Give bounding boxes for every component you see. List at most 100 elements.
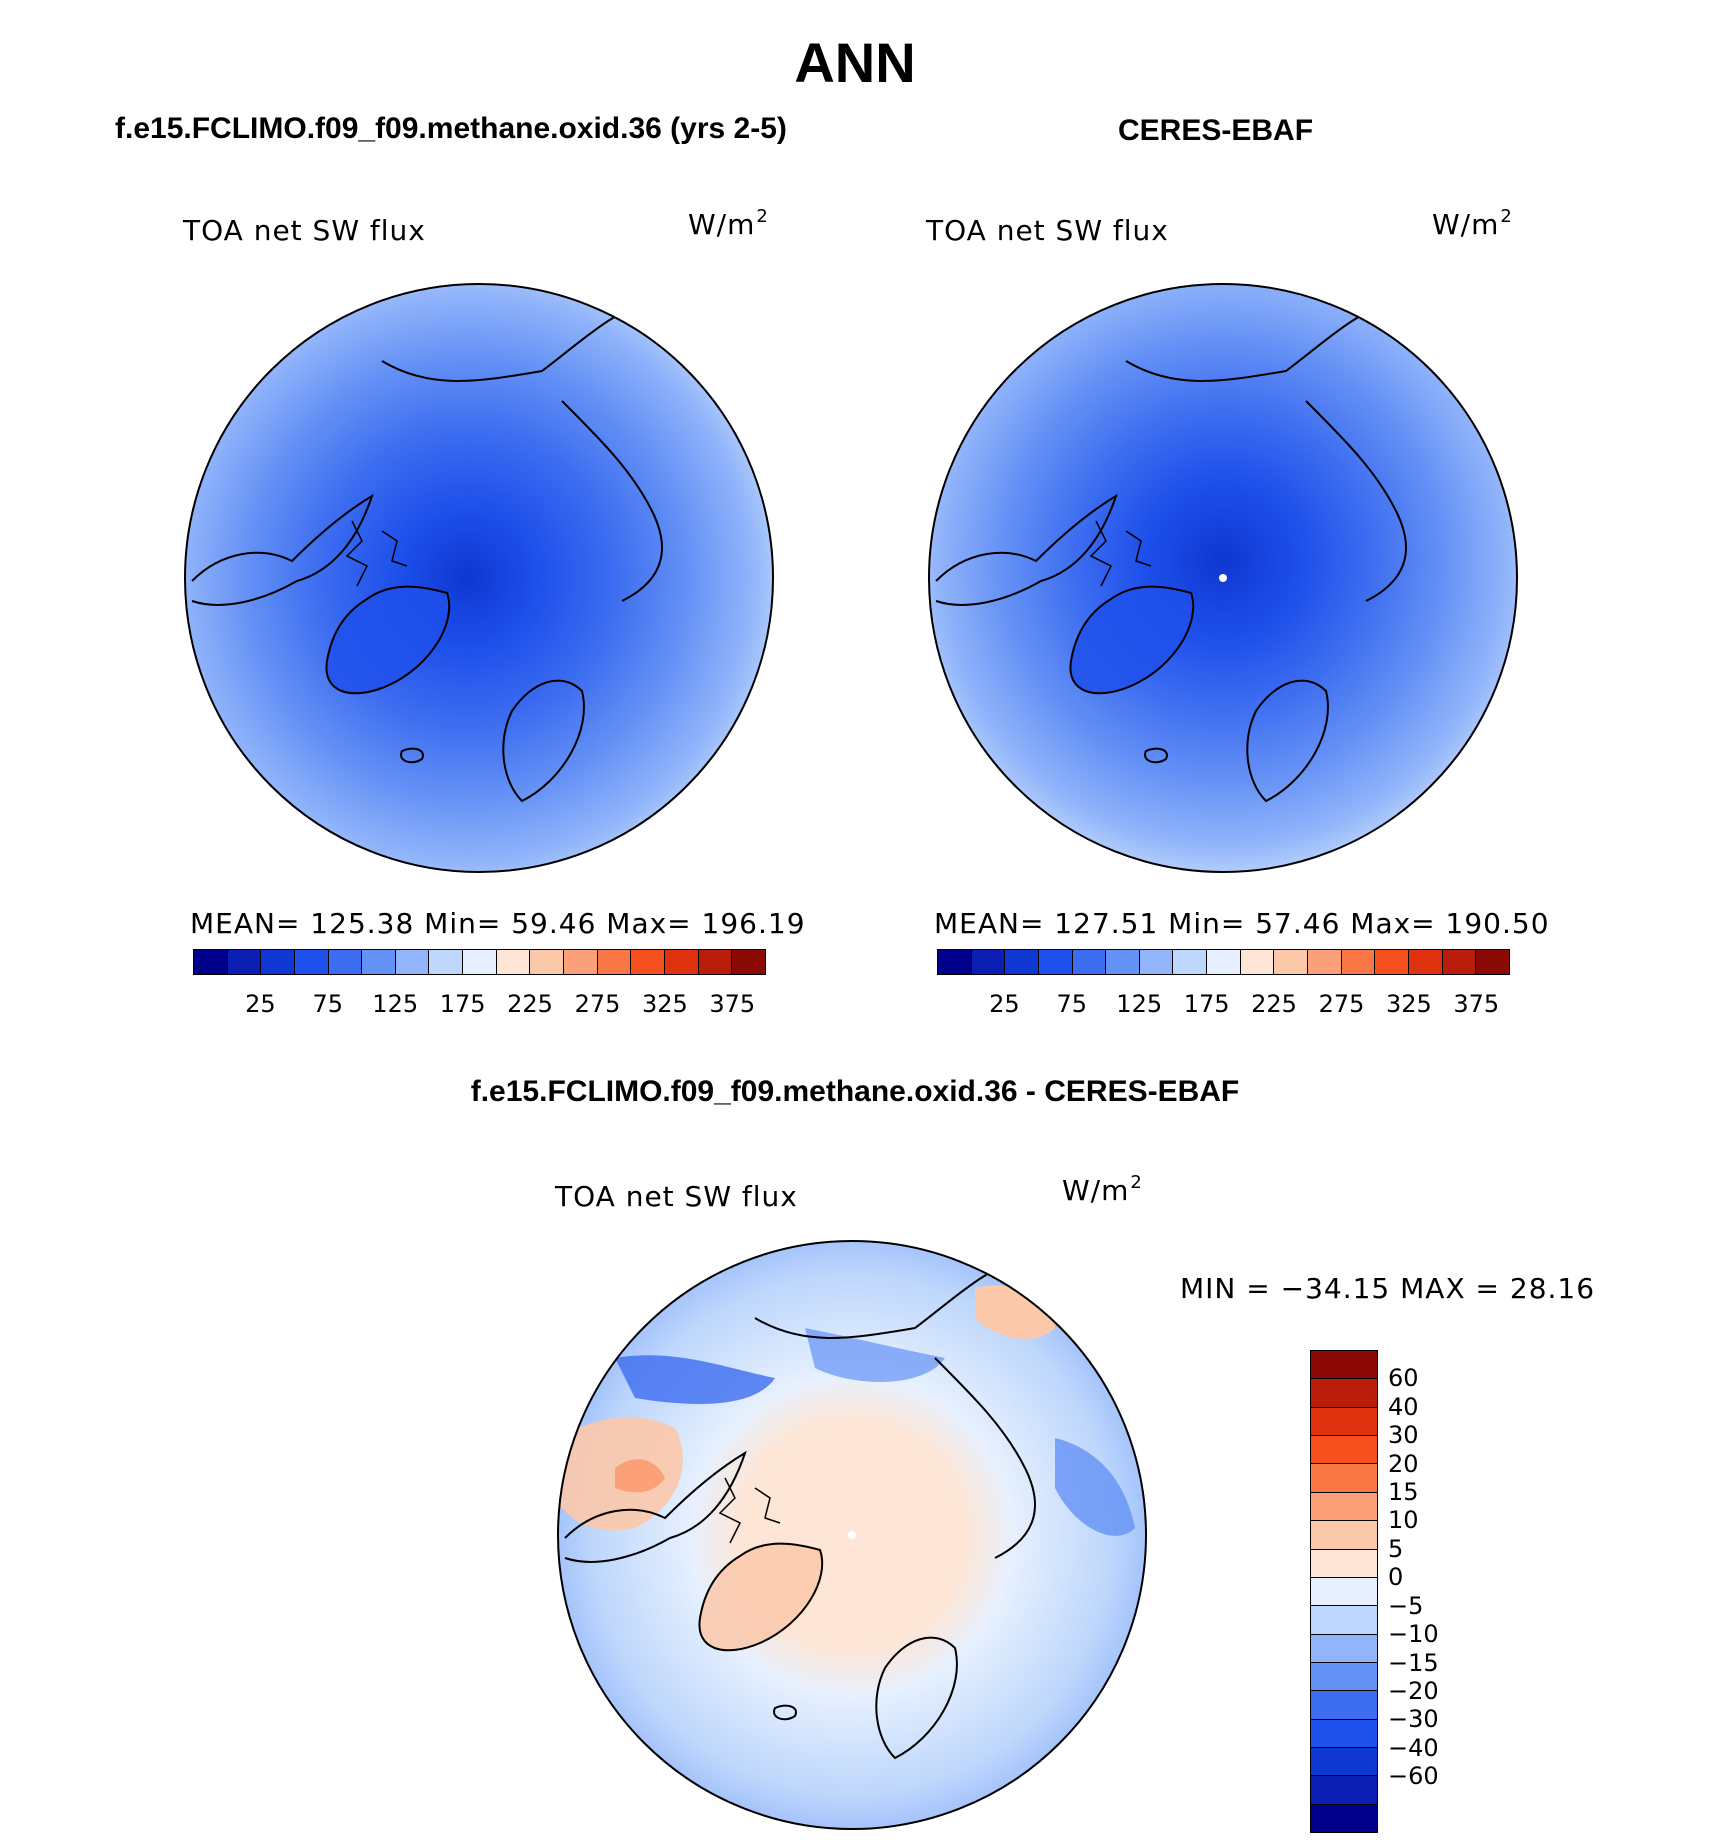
colorbar-cell: [564, 950, 598, 974]
colorbar-cell: [463, 950, 497, 974]
diff-positive-core: [615, 1459, 665, 1493]
colorbar-tick-label: 5: [1388, 1534, 1404, 1563]
diff-panel-map-border: [557, 1240, 1147, 1830]
colorbar-tick-label: 325: [641, 990, 688, 1018]
colorbar-cell: [938, 950, 972, 974]
diff-negative-region: [615, 1355, 775, 1404]
colorbar-cell: [1311, 1748, 1377, 1777]
colorbar-cell: [1038, 950, 1073, 974]
colorbar-cell: [1311, 1436, 1377, 1465]
panel-2-colorbar-ticks: 25 75 125 175 225 275 325 375: [937, 990, 1510, 1022]
diff-panel-greenland: [699, 1543, 823, 1651]
panel-1-stats: MEAN= 125.38 Min= 59.46 Max= 196.19: [190, 907, 806, 940]
colorbar-tick-label: 40: [1388, 1392, 1419, 1421]
panel-1-archipelago: [345, 520, 408, 587]
colorbar-tick-label: −15: [1388, 1648, 1439, 1677]
panel-1-scandinavia-coast: [502, 679, 585, 803]
colorbar-tick-label: 25: [245, 990, 276, 1018]
panel-2-polar-map: [928, 283, 1518, 873]
colorbar-cell: [328, 950, 363, 974]
colorbar-cell: [1311, 1521, 1377, 1550]
colorbar-cell: [1311, 1691, 1377, 1720]
figure-title: ANN: [794, 31, 916, 94]
diff-panel-variable-label: TOA net SW flux: [555, 1180, 798, 1213]
panel-1-field: [185, 284, 773, 872]
colorbar-tick-label: 225: [1251, 990, 1297, 1018]
colorbar-cell: [1311, 1804, 1377, 1833]
colorbar-cell: [1207, 950, 1241, 974]
colorbar-tick-label: 15: [1388, 1478, 1419, 1507]
colorbar-cell: [194, 950, 228, 974]
colorbar-tick-label: −5: [1388, 1591, 1424, 1620]
panel-1-units-label: W/m2: [688, 206, 769, 241]
colorbar-cell: [1005, 950, 1039, 974]
diff-panel-north-america-coast: [564, 1450, 747, 1563]
colorbar-tick-label: 375: [709, 990, 756, 1018]
colorbar-tick-label: 25: [989, 990, 1020, 1018]
colorbar-cell: [732, 950, 765, 974]
colorbar-tick-label: 20: [1388, 1449, 1419, 1478]
colorbar-cell: [1311, 1577, 1377, 1607]
colorbar-cell: [1311, 1606, 1377, 1635]
panel-2-north-america-coast: [935, 493, 1118, 606]
colorbar-tick-label: 275: [574, 990, 621, 1018]
colorbar-cell: [1341, 950, 1376, 974]
colorbar-cell: [1240, 950, 1275, 974]
colorbar-cell: [1311, 1634, 1377, 1663]
colorbar-cell: [261, 950, 295, 974]
diff-panel-polar-map: [557, 1240, 1147, 1830]
diff-panel-archipelago: [718, 1477, 781, 1544]
colorbar-cell: [1311, 1549, 1377, 1578]
diff-negative-region: [805, 1328, 945, 1382]
panel-1-north-america-coast: [191, 493, 374, 606]
panel-1-title: f.e15.FCLIMO.f09_f09.methane.oxid.36 (yr…: [115, 112, 787, 145]
panel-2-map-border: [928, 283, 1518, 873]
panel-2-pole-marker: [1219, 574, 1227, 582]
colorbar-tick-label: 75: [1056, 990, 1088, 1018]
panel-2-greenland: [1070, 586, 1194, 694]
colorbar-cell: [1106, 950, 1140, 974]
colorbar-tick-label: 125: [372, 990, 419, 1018]
diff-panel-units-label: W/m2: [1062, 1172, 1143, 1207]
colorbar-cell: [664, 950, 699, 974]
panel-1-colorbar-ticks: 25 75 125 175 225 275 325 375: [193, 990, 766, 1022]
colorbar-cell: [1139, 950, 1174, 974]
colorbar-tick-label: 30: [1388, 1421, 1419, 1450]
colorbar-cell: [395, 950, 430, 974]
colorbar-cell: [1311, 1407, 1377, 1437]
colorbar-cell: [1375, 950, 1409, 974]
colorbar-tick-label: −20: [1388, 1676, 1439, 1705]
panel-2-scandinavia-coast: [1246, 679, 1329, 803]
panel-1-variable-label: TOA net SW flux: [183, 214, 426, 247]
colorbar-cell: [1311, 1351, 1377, 1380]
panel-2-units-label: W/m2: [1432, 206, 1513, 241]
colorbar-tick-label: 175: [1183, 990, 1230, 1018]
colorbar-cell: [294, 950, 329, 974]
diff-colorbar-ticks: 60 40 30 20 15 10 5 0 −5 −10 −15 −20 −30…: [1388, 1350, 1508, 1833]
colorbar-tick-label: 275: [1318, 990, 1365, 1018]
colorbar-cell: [1311, 1776, 1377, 1805]
panel-2-variable-label: TOA net SW flux: [926, 214, 1169, 247]
colorbar-cell: [1442, 950, 1477, 974]
colorbar-cell: [1072, 950, 1107, 974]
colorbar-tick-label: 10: [1388, 1506, 1419, 1535]
colorbar-tick-label: 375: [1453, 990, 1500, 1018]
colorbar-cell: [530, 950, 565, 974]
diff-colorbar: [1310, 1350, 1378, 1833]
colorbar-cell: [631, 950, 665, 974]
colorbar-cell: [1311, 1492, 1377, 1522]
colorbar-cell: [227, 950, 262, 974]
panel-2-iceland: [1144, 747, 1168, 764]
colorbar-tick-label: 125: [1116, 990, 1163, 1018]
panel-2-archipelago: [1089, 520, 1152, 587]
panel-2-title: CERES-EBAF: [1118, 114, 1314, 147]
panel-1-iceland: [400, 747, 424, 764]
diff-negative-region: [1055, 1438, 1135, 1536]
colorbar-cell: [1274, 950, 1309, 974]
colorbar-cell: [1308, 950, 1342, 974]
colorbar-tick-label: 60: [1388, 1364, 1419, 1393]
colorbar-cell: [1173, 950, 1208, 974]
colorbar-tick-label: 175: [439, 990, 486, 1018]
panel-2-stats: MEAN= 127.51 Min= 57.46 Max= 190.50: [934, 907, 1550, 940]
colorbar-tick-label: 75: [312, 990, 344, 1018]
